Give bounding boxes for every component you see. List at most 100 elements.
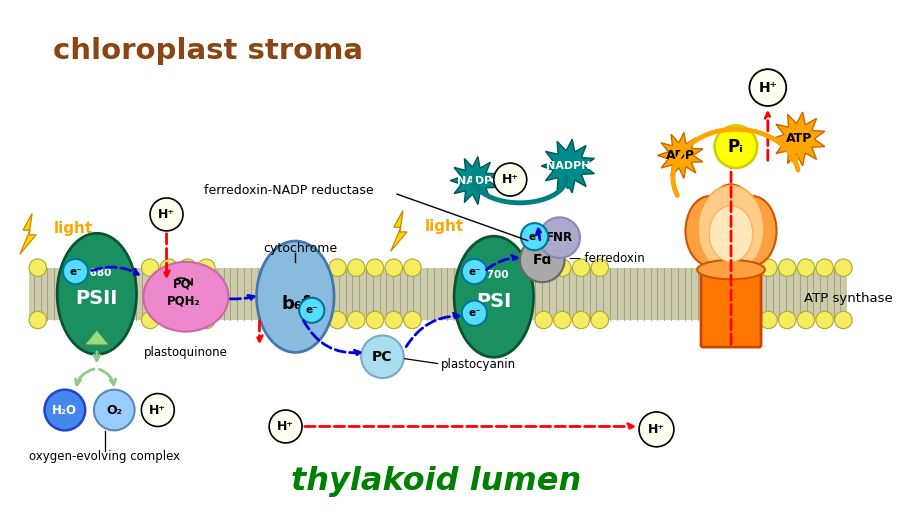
- Polygon shape: [391, 211, 407, 251]
- Text: ATP synthase: ATP synthase: [804, 292, 892, 305]
- Text: ferredoxin-NADP reductase: ferredoxin-NADP reductase: [204, 184, 374, 197]
- Text: H⁺: H⁺: [149, 404, 167, 416]
- Text: b₆f: b₆f: [281, 296, 310, 314]
- Text: NADPH: NADPH: [546, 161, 591, 171]
- Ellipse shape: [685, 196, 734, 266]
- Circle shape: [462, 259, 487, 284]
- Polygon shape: [84, 330, 110, 345]
- Circle shape: [535, 311, 552, 329]
- Text: H⁺: H⁺: [277, 420, 294, 433]
- Ellipse shape: [729, 196, 776, 266]
- Circle shape: [179, 311, 196, 329]
- Text: oxygen-evolving complex: oxygen-evolving complex: [29, 450, 180, 463]
- Text: plastoquinone: plastoquinone: [144, 346, 228, 359]
- Text: NADP: NADP: [457, 175, 492, 186]
- Text: PSI: PSI: [476, 292, 511, 311]
- Circle shape: [778, 311, 795, 329]
- Circle shape: [160, 259, 177, 277]
- Polygon shape: [541, 139, 595, 193]
- Polygon shape: [772, 112, 824, 166]
- Text: P700: P700: [479, 270, 509, 280]
- Circle shape: [591, 259, 608, 277]
- Circle shape: [348, 311, 365, 329]
- Text: plastocyanin: plastocyanin: [441, 358, 516, 371]
- Circle shape: [141, 259, 159, 277]
- Circle shape: [749, 69, 786, 106]
- Circle shape: [639, 412, 674, 447]
- Circle shape: [197, 259, 215, 277]
- Text: — ferredoxin: — ferredoxin: [569, 251, 645, 265]
- Ellipse shape: [454, 236, 534, 357]
- Circle shape: [494, 163, 527, 196]
- Circle shape: [535, 259, 552, 277]
- Circle shape: [367, 311, 384, 329]
- Circle shape: [722, 259, 739, 277]
- Circle shape: [367, 259, 384, 277]
- Circle shape: [741, 259, 758, 277]
- Text: Pᵢ: Pᵢ: [728, 138, 744, 156]
- Text: H₂O: H₂O: [52, 404, 77, 416]
- Circle shape: [150, 198, 183, 231]
- Text: light: light: [54, 221, 93, 236]
- Circle shape: [29, 311, 46, 329]
- Text: thylakoid lumen: thylakoid lumen: [291, 466, 581, 497]
- Ellipse shape: [697, 260, 765, 279]
- Text: ATP: ATP: [786, 133, 812, 146]
- Circle shape: [462, 301, 487, 326]
- Text: P680: P680: [82, 267, 111, 278]
- Ellipse shape: [698, 185, 764, 272]
- Polygon shape: [657, 133, 703, 179]
- Circle shape: [554, 311, 571, 329]
- Circle shape: [703, 259, 721, 277]
- Text: e⁻: e⁻: [468, 267, 481, 277]
- Text: PQ: PQ: [173, 278, 191, 291]
- Circle shape: [741, 311, 758, 329]
- Circle shape: [722, 311, 739, 329]
- Circle shape: [572, 311, 590, 329]
- Text: PSII: PSII: [76, 289, 118, 308]
- Circle shape: [520, 238, 565, 282]
- Bar: [29, 268, 847, 320]
- Circle shape: [816, 311, 834, 329]
- Text: FNR: FNR: [546, 231, 573, 244]
- Circle shape: [715, 125, 757, 168]
- Text: H⁺: H⁺: [158, 208, 175, 221]
- Text: e⁻: e⁻: [69, 267, 81, 277]
- Circle shape: [329, 259, 347, 277]
- Circle shape: [348, 259, 365, 277]
- Circle shape: [759, 311, 777, 329]
- Circle shape: [521, 223, 548, 250]
- Circle shape: [816, 259, 834, 277]
- FancyBboxPatch shape: [701, 266, 761, 347]
- Text: Fd: Fd: [532, 253, 552, 267]
- Circle shape: [44, 390, 85, 430]
- Text: chloroplast stroma: chloroplast stroma: [53, 37, 363, 65]
- Circle shape: [759, 259, 777, 277]
- Circle shape: [539, 217, 580, 258]
- Circle shape: [361, 335, 404, 378]
- Circle shape: [29, 259, 46, 277]
- Text: e⁻: e⁻: [468, 308, 481, 318]
- Circle shape: [404, 311, 421, 329]
- Text: PQH₂: PQH₂: [167, 294, 201, 307]
- Circle shape: [554, 259, 571, 277]
- Circle shape: [797, 311, 814, 329]
- Ellipse shape: [710, 206, 753, 262]
- Circle shape: [300, 298, 324, 323]
- Circle shape: [703, 311, 721, 329]
- Text: PC: PC: [372, 350, 393, 364]
- Circle shape: [197, 311, 215, 329]
- Ellipse shape: [143, 262, 228, 332]
- Circle shape: [591, 311, 608, 329]
- Circle shape: [404, 259, 421, 277]
- Ellipse shape: [707, 184, 756, 254]
- Ellipse shape: [57, 233, 137, 354]
- Circle shape: [63, 259, 88, 284]
- Circle shape: [141, 394, 175, 427]
- Circle shape: [179, 259, 196, 277]
- Text: ADP: ADP: [666, 149, 695, 162]
- Text: light: light: [425, 219, 464, 234]
- Circle shape: [141, 311, 159, 329]
- Circle shape: [778, 259, 795, 277]
- Text: O₂: O₂: [106, 404, 122, 416]
